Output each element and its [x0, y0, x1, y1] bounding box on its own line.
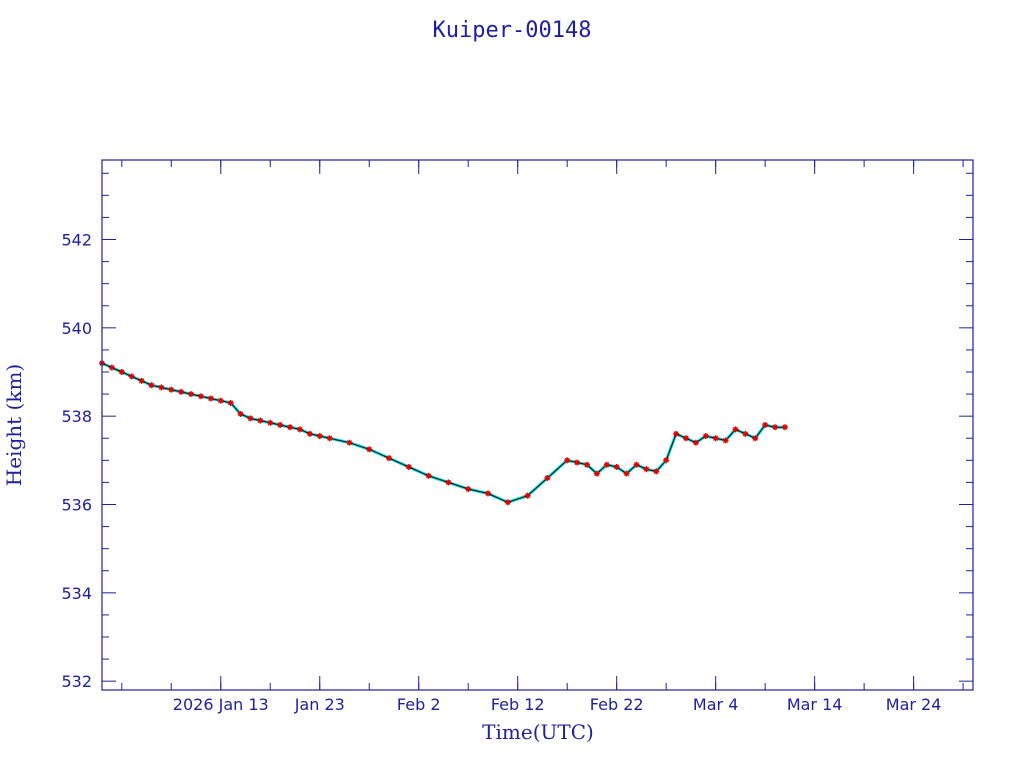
data-point — [178, 388, 185, 395]
data-point — [781, 424, 788, 431]
data-point — [623, 470, 630, 477]
data-point — [574, 459, 581, 466]
data-point — [237, 410, 244, 417]
data-point — [663, 457, 670, 464]
plot-data — [99, 360, 788, 506]
data-point — [277, 422, 284, 428]
data-point — [346, 439, 353, 446]
data-point — [197, 393, 204, 400]
data-point — [732, 426, 739, 433]
chart-title: Kuiper-00148 — [433, 18, 592, 43]
data-point — [593, 470, 600, 477]
y-tick-label: 542 — [61, 231, 92, 250]
data-point — [603, 461, 610, 468]
data-point — [504, 499, 511, 506]
x-tick-label: Feb 12 — [491, 695, 545, 714]
data-point — [524, 492, 531, 499]
data-point — [742, 430, 749, 437]
data-point — [138, 377, 145, 384]
data-point — [326, 435, 333, 442]
data-point — [485, 490, 492, 497]
data-point — [682, 435, 689, 442]
data-point — [643, 466, 650, 473]
data-point — [158, 384, 165, 391]
data-point — [316, 433, 323, 440]
data-point — [148, 382, 155, 389]
plot-frame — [101, 159, 974, 691]
data-point — [772, 424, 779, 431]
x-tick-label: 2026 Jan 13 — [173, 695, 269, 714]
y-tick-label: 532 — [61, 672, 92, 691]
y-tick-label: 538 — [61, 407, 92, 426]
data-point — [405, 463, 412, 470]
data-point — [692, 439, 699, 446]
data-point — [752, 435, 759, 442]
data-point — [306, 430, 313, 437]
data-point — [247, 415, 254, 422]
x-tick-label: Mar 24 — [886, 695, 942, 714]
x-tick-label: Jan 23 — [294, 695, 345, 714]
x-tick-label: Feb 2 — [397, 695, 441, 714]
fit-band-line — [101, 361, 785, 504]
x-tick-label: Mar 14 — [787, 695, 843, 714]
data-point — [633, 461, 640, 468]
data-point — [207, 395, 214, 402]
data-point — [227, 399, 234, 406]
data-point — [712, 435, 719, 442]
data-point — [366, 446, 373, 453]
data-point — [128, 373, 135, 380]
data-point — [722, 437, 729, 444]
data-point — [108, 364, 115, 371]
x-tick-label: Feb 22 — [590, 695, 644, 714]
data-point — [465, 486, 472, 493]
tick-labels: 532 534 536 538 540 542 2026 Jan 13 Jan 23 Feb 2… — [61, 231, 941, 715]
y-tick-label: 540 — [61, 319, 92, 338]
x-tick-label: Mar 4 — [693, 695, 738, 714]
y-axis-label: Height (km) — [2, 364, 26, 486]
data-point — [613, 463, 620, 470]
data-point — [287, 424, 294, 431]
data-point — [267, 419, 274, 426]
data-point — [118, 369, 125, 375]
data-point — [257, 417, 264, 424]
x-axis-label: Time(UTC) — [482, 720, 594, 744]
data-point — [188, 391, 195, 398]
data-point — [544, 475, 551, 481]
data-point — [386, 455, 393, 462]
data-point — [653, 468, 660, 475]
data-point — [217, 397, 224, 404]
data-point — [168, 386, 175, 393]
data-point — [762, 422, 769, 428]
data-point — [445, 479, 452, 486]
y-tick-label: 536 — [61, 496, 92, 515]
series-line — [101, 362, 785, 503]
data-point — [583, 461, 590, 468]
data-point — [673, 430, 680, 437]
data-point — [702, 433, 709, 440]
y-tick-label: 534 — [61, 584, 92, 603]
data-point — [296, 426, 303, 433]
axis-ticks — [102, 160, 973, 690]
data-point — [425, 472, 432, 479]
data-point — [564, 457, 571, 464]
